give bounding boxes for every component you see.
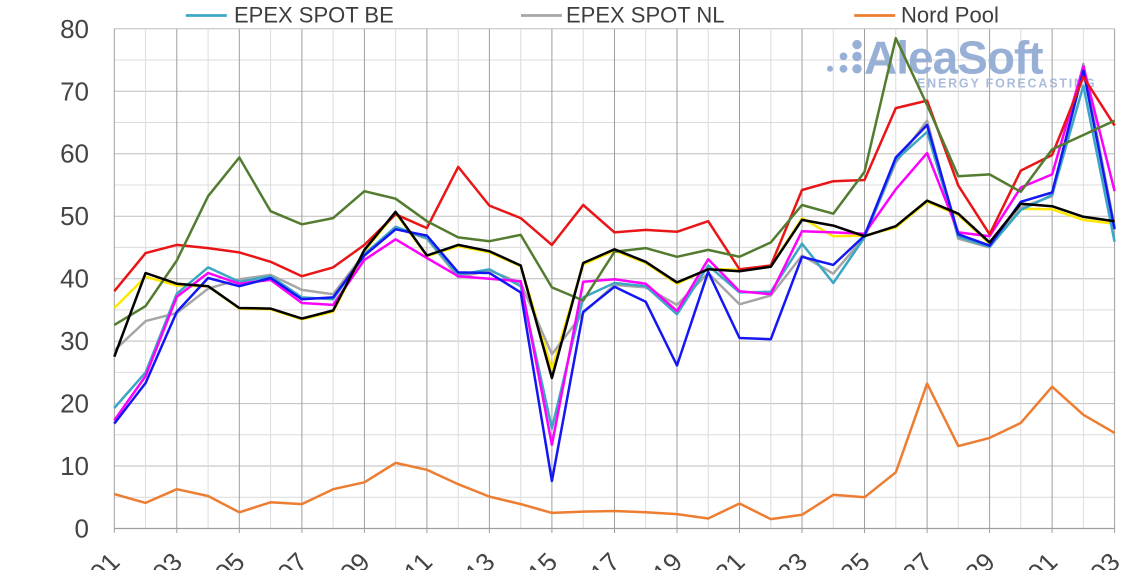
svg-text:ENERGY FORECASTING: ENERGY FORECASTING [917, 77, 1096, 91]
svg-text:70: 70 [60, 76, 89, 106]
svg-text:40: 40 [60, 264, 89, 294]
svg-text:30: 30 [60, 326, 89, 356]
svg-text:Nord Pool: Nord Pool [901, 3, 999, 28]
svg-text:10: 10 [60, 451, 89, 481]
svg-text:20: 20 [60, 389, 89, 419]
svg-text:0: 0 [75, 514, 89, 544]
svg-text:EPEX SPOT BE: EPEX SPOT BE [234, 3, 394, 28]
svg-text:60: 60 [60, 139, 89, 169]
svg-text:50: 50 [60, 201, 89, 231]
svg-text:EPEX SPOT NL: EPEX SPOT NL [566, 3, 725, 28]
svg-text:AleaSoft: AleaSoft [864, 32, 1043, 84]
svg-text:80: 80 [60, 14, 89, 44]
